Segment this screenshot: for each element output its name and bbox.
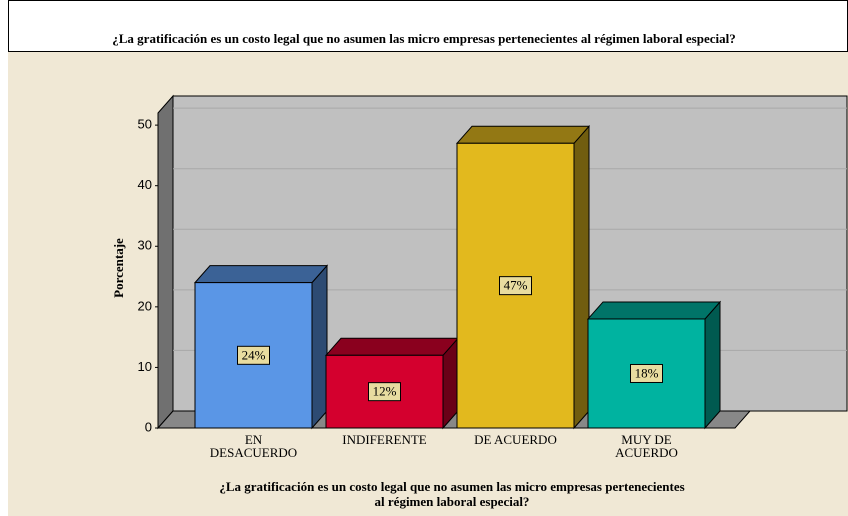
data-label: 12% <box>373 384 397 399</box>
data-label-box <box>630 363 663 383</box>
y-tick-label: 10 <box>138 359 152 374</box>
x-tick-label: MUY DE <box>621 432 671 447</box>
x-tick-label: DESACUERDO <box>210 445 297 460</box>
x-tick-label: DE ACUERDO <box>474 432 557 447</box>
data-label: 18% <box>635 365 659 380</box>
data-label-box <box>368 382 401 402</box>
bar-top <box>193 265 329 284</box>
y-tick-label: 50 <box>138 117 152 132</box>
bar-top <box>324 337 460 356</box>
y-axis-label: Porcentaje <box>111 238 126 298</box>
data-label-box <box>237 345 270 365</box>
bar <box>456 142 575 429</box>
bar-side <box>704 300 721 430</box>
x-axis-label: ¿La gratificación es un costo legal que … <box>219 479 684 494</box>
title-bar <box>8 0 848 52</box>
side-wall <box>157 94 174 430</box>
x-tick-label: EN <box>245 432 263 447</box>
y-tick-label: 0 <box>145 419 152 434</box>
chart-title: ¿La gratificación es un costo legal que … <box>112 31 735 46</box>
bar-top <box>586 301 722 320</box>
bar-top <box>455 125 591 144</box>
data-label-box <box>499 276 532 296</box>
x-tick-label: INDIFERENTE <box>342 432 427 447</box>
y-tick-label: 30 <box>138 238 152 253</box>
bar-side <box>573 124 590 430</box>
x-axis-label: al régimen laboral especial? <box>375 494 530 509</box>
y-tick-label: 40 <box>138 177 152 192</box>
bar-side <box>311 264 328 430</box>
data-label: 47% <box>504 278 528 293</box>
y-tick-label: 20 <box>138 298 152 313</box>
data-label: 24% <box>242 347 266 362</box>
x-tick-label: ACUERDO <box>615 445 678 460</box>
